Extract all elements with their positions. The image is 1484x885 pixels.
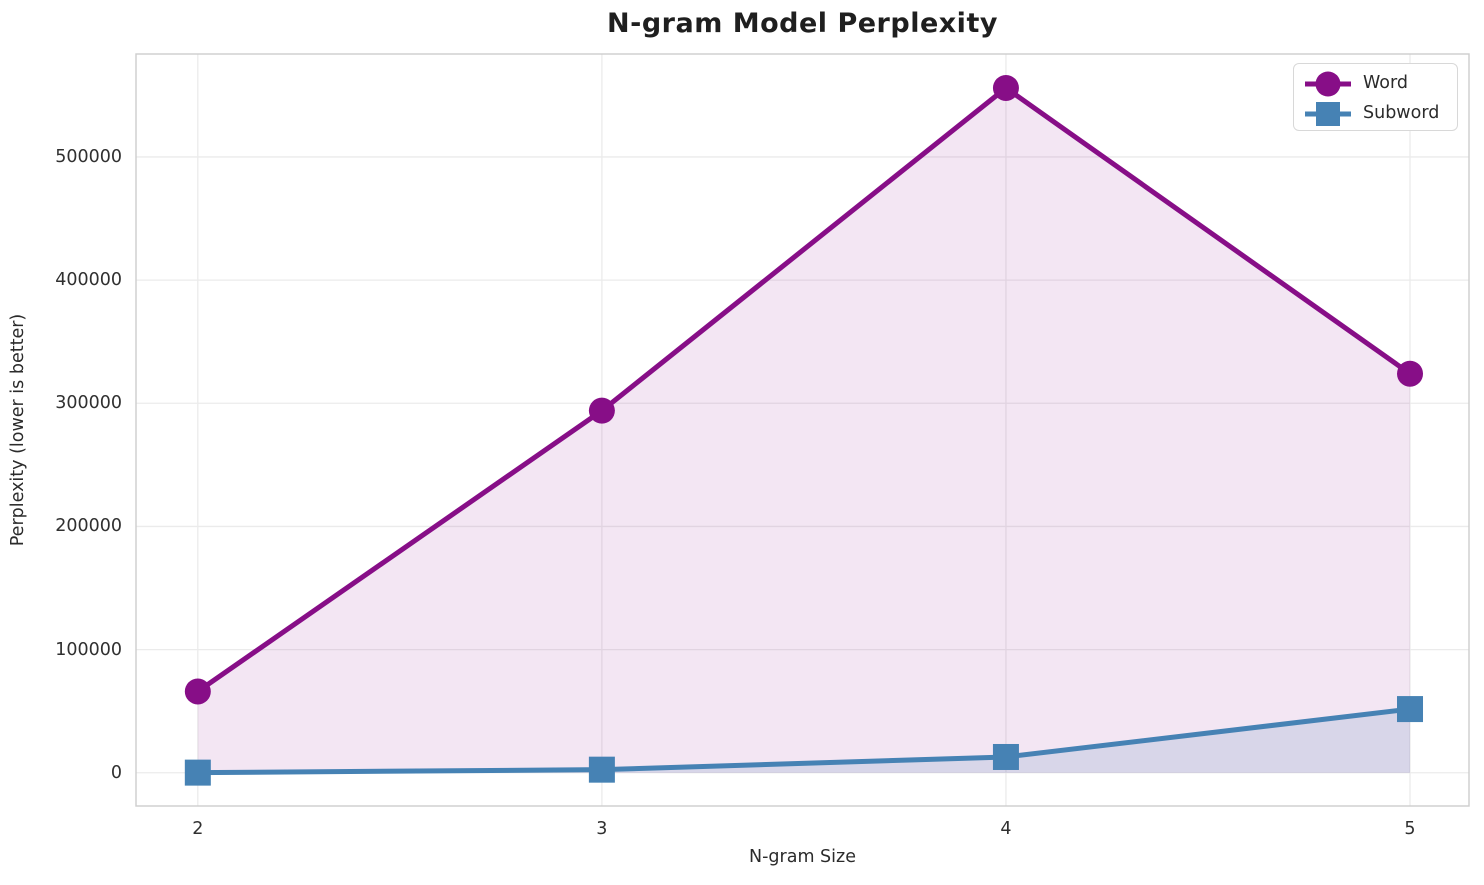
x-axis-label: N-gram Size — [749, 847, 856, 867]
data-point-subword — [992, 743, 1019, 770]
series-line-word — [196, 85, 1412, 694]
data-point-word — [588, 397, 615, 424]
data-point-subword — [184, 759, 211, 786]
data-point-word — [1397, 360, 1424, 387]
subword-line-marker-icon — [1305, 102, 1351, 126]
data-point-word — [184, 678, 211, 705]
y-tick-label: 0 — [110, 762, 122, 783]
y-tick-label: 100000 — [55, 639, 122, 660]
data-point-subword — [1397, 696, 1424, 723]
y-tick-label: 300000 — [55, 393, 122, 414]
y-tick-label: 400000 — [55, 270, 122, 291]
plot-border — [135, 53, 1470, 807]
y-tick-label: 500000 — [55, 146, 122, 167]
y-axis-label: Perplexity (lower is better) — [8, 313, 28, 547]
y-tick-label: 200000 — [55, 516, 122, 537]
data-point-word — [992, 74, 1019, 101]
x-tick-label: 4 — [1000, 819, 1012, 839]
legend-item-subword: Subword — [1304, 99, 1447, 129]
legend-label-word: Word — [1363, 73, 1408, 94]
legend-item-word: Word — [1304, 69, 1447, 99]
chart-title: N-gram Model Perplexity — [607, 8, 998, 39]
series-fill-word — [197, 87, 1411, 773]
legend-label-subword: Subword — [1363, 103, 1440, 124]
x-tick-label: 5 — [1404, 819, 1416, 839]
x-tick-label: 3 — [596, 819, 608, 839]
word-line-marker-icon — [1305, 71, 1351, 97]
series-fill-subword — [197, 709, 1411, 773]
legend: Word Subword — [1293, 63, 1458, 131]
data-point-subword — [588, 756, 615, 783]
x-tick-label: 2 — [192, 819, 204, 839]
series-line-subword — [197, 706, 1411, 776]
